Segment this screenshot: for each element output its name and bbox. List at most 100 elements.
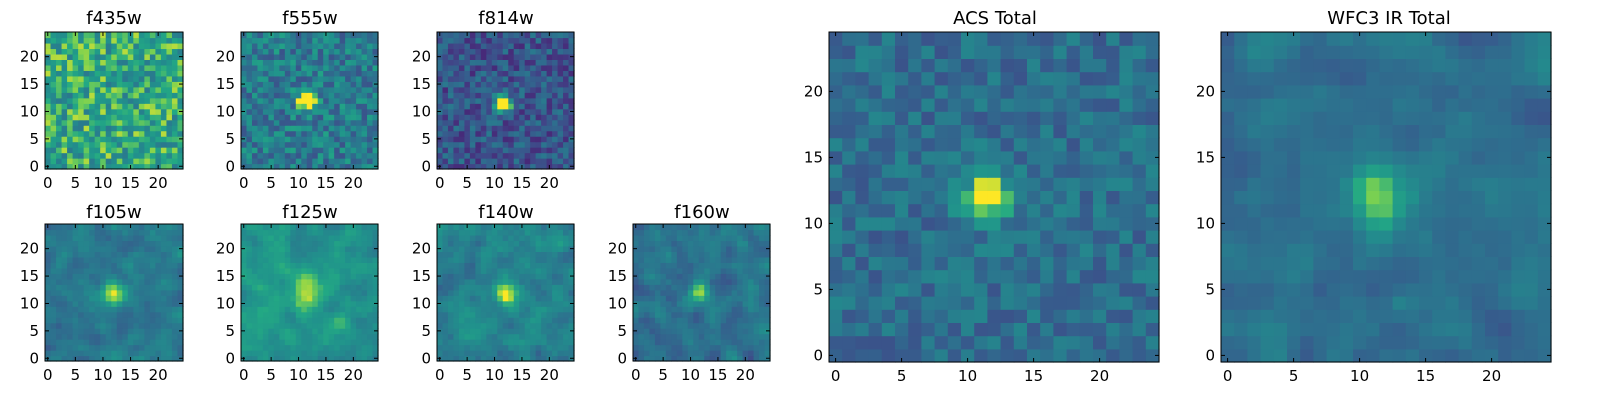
heatmap-cell	[251, 103, 259, 110]
heatmap-cell	[116, 311, 123, 318]
x-tick-label: 10	[485, 366, 504, 384]
x-tick-label: 15	[316, 366, 335, 384]
heatmap-cell	[262, 256, 269, 263]
heatmap-cell	[753, 295, 760, 302]
heatmap-cell	[284, 114, 291, 121]
heatmap-cell	[246, 152, 253, 159]
heatmap-cell	[284, 306, 291, 313]
heatmap-cell	[720, 295, 727, 302]
heatmap-cell	[257, 81, 264, 88]
heatmap-cell	[541, 114, 548, 121]
heatmap-cell	[72, 333, 79, 340]
heatmap-cell	[339, 97, 346, 104]
heatmap-cell	[693, 251, 700, 258]
heatmap-cell	[458, 48, 465, 55]
heatmap-cell	[447, 130, 455, 137]
heatmap-cell	[453, 130, 460, 137]
heatmap-cell	[1079, 348, 1094, 363]
heatmap-cell	[78, 267, 85, 274]
heatmap-cell	[513, 267, 520, 274]
heatmap-cell	[513, 125, 520, 132]
heatmap-cell	[563, 306, 570, 313]
heatmap-cell	[508, 119, 515, 126]
heatmap-cell	[323, 267, 330, 274]
heatmap-cell	[323, 262, 330, 269]
heatmap-cell	[160, 75, 168, 82]
heatmap-cell	[649, 224, 656, 231]
heatmap-cell	[284, 267, 291, 274]
heatmap-cell	[317, 37, 324, 44]
heatmap-cell	[111, 32, 118, 39]
heatmap-cell	[273, 130, 280, 137]
heatmap-cell	[262, 300, 269, 307]
heatmap-cell	[508, 48, 515, 55]
heatmap-cell	[138, 141, 145, 148]
heatmap-cell	[1119, 190, 1134, 205]
heatmap-cell	[361, 64, 368, 71]
heatmap-cell	[568, 70, 575, 77]
y-tick-label: 15	[20, 75, 39, 93]
heatmap-cell	[372, 75, 379, 82]
heatmap-cell	[1040, 269, 1054, 284]
heatmap-cell	[149, 37, 156, 44]
heatmap-cell	[372, 141, 379, 148]
heatmap-cell	[508, 224, 515, 231]
heatmap-cell	[89, 158, 96, 165]
heatmap-cell	[334, 278, 341, 285]
heatmap-cell	[273, 328, 280, 335]
heatmap-cell	[541, 300, 548, 307]
heatmap-cell	[50, 262, 57, 269]
heatmap-cell	[251, 42, 259, 50]
heatmap-cell	[633, 339, 640, 346]
heatmap-cell	[312, 289, 319, 296]
heatmap-cell	[317, 295, 324, 302]
heatmap-cell	[89, 75, 96, 82]
heatmap-cell	[437, 267, 444, 274]
heatmap-cell	[339, 284, 346, 291]
heatmap-cell	[480, 59, 487, 66]
heatmap-cell	[262, 141, 269, 148]
heatmap-cell	[742, 317, 749, 324]
heatmap-cell	[94, 339, 101, 346]
heatmap-cell	[480, 311, 487, 318]
heatmap-cell	[453, 103, 460, 110]
heatmap-cell	[698, 245, 705, 252]
heatmap-cell	[541, 240, 548, 247]
heatmap-cell	[133, 92, 140, 99]
heatmap-cell	[166, 333, 173, 340]
heatmap-cell	[720, 240, 727, 247]
heatmap-cell	[497, 136, 504, 143]
heatmap-cell	[345, 81, 352, 88]
heatmap-cell	[502, 114, 509, 121]
heatmap-cell	[171, 136, 179, 143]
heatmap-cell	[67, 136, 74, 143]
heatmap-cell	[731, 350, 738, 357]
heatmap-cell	[557, 32, 564, 39]
heatmap-cell	[94, 70, 101, 77]
heatmap-cell	[715, 306, 722, 313]
heatmap-cell	[122, 339, 129, 346]
heatmap-cell	[78, 234, 85, 242]
heatmap-cell	[895, 282, 909, 297]
heatmap-cell	[552, 64, 559, 71]
heatmap-cell	[530, 103, 537, 110]
heatmap-cell	[312, 152, 319, 159]
heatmap-cell	[682, 224, 689, 231]
heatmap-cell	[638, 328, 645, 335]
heatmap-cell	[469, 251, 476, 258]
heatmap-cell	[257, 295, 264, 302]
heatmap-cell	[753, 256, 760, 263]
heatmap-cell	[682, 278, 689, 285]
heatmap-cell	[171, 59, 179, 66]
heatmap-cell	[45, 322, 52, 329]
heatmap-cell	[345, 64, 352, 71]
heatmap-cell	[262, 284, 269, 291]
heatmap-cell	[246, 92, 253, 99]
heatmap-cell	[855, 348, 870, 363]
heatmap-cell	[279, 147, 286, 154]
heatmap-cell	[541, 333, 548, 340]
heatmap-cell	[961, 296, 975, 310]
heatmap-cell	[524, 317, 531, 324]
heatmap-cell	[257, 355, 264, 362]
heatmap-cell	[89, 267, 96, 274]
